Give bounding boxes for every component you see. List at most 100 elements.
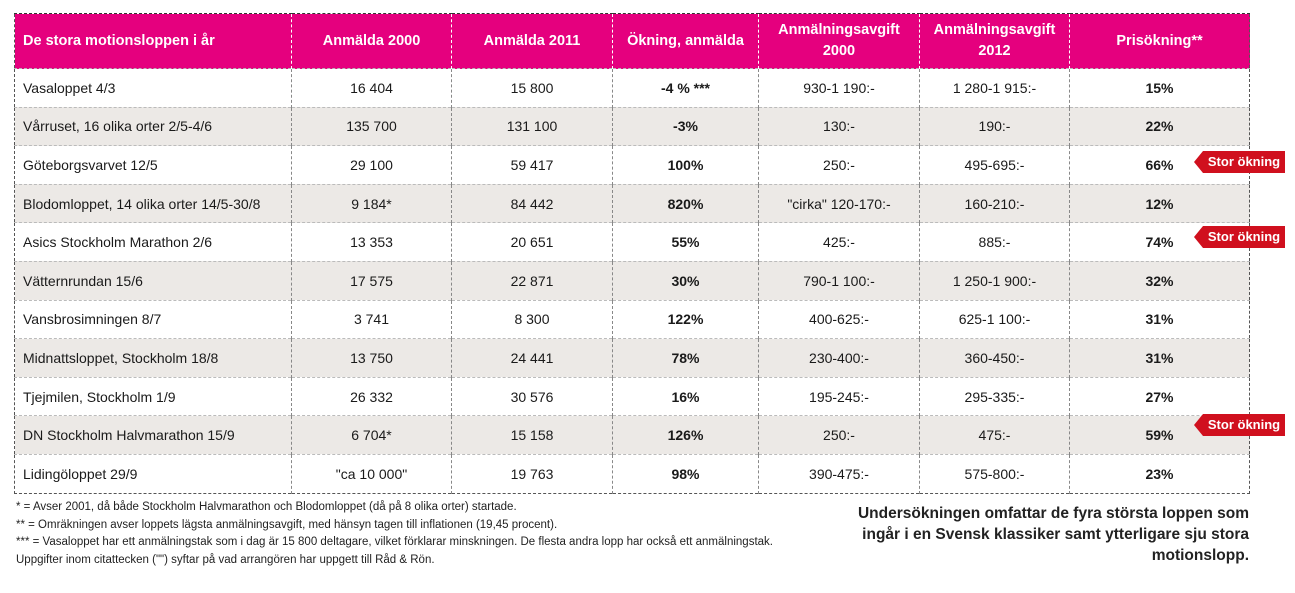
cell-registered-2000: 9 184* [291,183,452,223]
cell-fee-2000: 230-400:- [758,338,920,378]
cell-registered-2000: 13 750 [291,338,452,378]
cell-registered-2011: 30 576 [451,376,613,416]
big-increase-tag: Stor ökning [1194,151,1285,173]
cell-fee-2000: 250:- [758,415,920,455]
cell-fee-2012: 360-450:- [919,338,1070,378]
table-row: DN Stockholm Halvmarathon 15/9 6 704* 15 1… [14,415,1250,455]
cell-fee-2000: 130:- [758,106,920,146]
cell-registered-2011: 59 417 [451,145,613,185]
table-row: Tjejmilen, Stockholm 1/9 26 332 30 576 16% 1… [14,376,1250,416]
cell-fee-2000: 425:- [758,222,920,262]
cell-registered-2000: 13 353 [291,222,452,262]
cell-race: Göteborgsvarvet 12/5 [14,145,292,185]
cell-fee-2012: 190:- [919,106,1070,146]
cell-race: Tjejmilen, Stockholm 1/9 [14,376,292,416]
cell-registered-2011: 20 651 [451,222,613,262]
cell-price-increase: 15% [1069,68,1250,108]
table-row: Blodomloppet, 14 olika orter 14/5-30/8 9 … [14,183,1250,223]
cell-price-increase: 22% [1069,106,1250,146]
cell-fee-2012: 475:- [919,415,1070,455]
cell-registered-2011: 19 763 [451,453,613,494]
cell-increase: 122% [612,299,759,339]
cell-fee-2000: 390-475:- [758,453,920,494]
cell-increase: 30% [612,260,759,301]
table-row: Lidingöloppet 29/9 "ca 10 000" 19 763 98% 39… [14,453,1250,494]
header-registered-2000: Anmälda 2000 [291,13,452,69]
cell-increase: 820% [612,183,759,223]
cell-race: DN Stockholm Halvmarathon 15/9 [14,415,292,455]
cell-fee-2012: 295-335:- [919,376,1070,416]
cell-increase: 98% [612,453,759,494]
footnote-4: Uppgifter inom citattecken ("") syftar p… [16,553,435,566]
cell-price-increase: 12% [1069,183,1250,223]
table-row: Vasaloppet 4/3 16 404 15 800 -4 % *** 930-1 … [14,68,1250,108]
cell-race: Vätternrundan 15/6 [14,260,292,301]
cell-registered-2011: 15 800 [451,68,613,108]
cell-fee-2000: 790-1 100:- [758,260,920,301]
cell-race: Asics Stockholm Marathon 2/6 [14,222,292,262]
cell-race: Vårruset, 16 olika orter 2/5-4/6 [14,106,292,146]
cell-fee-2012: 495-695:- [919,145,1070,185]
cell-race: Blodomloppet, 14 olika orter 14/5-30/8 [14,183,292,223]
table-row: Vansbrosimningen 8/7 3 741 8 300 122% 400-62… [14,299,1250,339]
table-row: Vårruset, 16 olika orter 2/5-4/6 135 700 1… [14,106,1250,146]
cell-race: Vansbrosimningen 8/7 [14,299,292,339]
cell-race: Midnattsloppet, Stockholm 18/8 [14,338,292,378]
cell-fee-2012: 625-1 100:- [919,299,1070,339]
big-increase-tag: Stor ökning [1194,226,1285,249]
cell-increase: 126% [612,415,759,455]
cell-fee-2000: 930-1 190:- [758,68,920,108]
cell-price-increase: 32% [1069,260,1250,301]
cell-fee-2000: 250:- [758,145,920,185]
cell-race: Lidingöloppet 29/9 [14,453,292,494]
summary-text: Undersökningen omfattar de fyra största … [857,505,1249,564]
header-price-increase: Prisökning** [1069,13,1250,69]
header-fee-2000: Anmälningsavgift 2000 [758,13,920,69]
header-race: De stora motionsloppen i år [14,13,292,69]
footnotes: * = Avser 2001, då både Stockholm Halvma… [16,499,773,569]
footnote-1: * = Avser 2001, då både Stockholm Halvma… [16,501,517,513]
footnote-3: *** = Vasaloppet har ett anmälningstak s… [16,536,773,548]
big-increase-tag: Stor ökning [1194,414,1285,437]
cell-price-increase: 23% [1069,453,1250,494]
cell-increase: -4 % *** [612,68,759,108]
cell-increase: -3% [612,106,759,146]
cell-fee-2000: 195-245:- [758,376,920,416]
header-registered-2011: Anmälda 2011 [451,13,613,69]
cell-fee-2000: 400-625:- [758,299,920,339]
cell-race: Vasaloppet 4/3 [14,68,292,108]
cell-fee-2012: 575-800:- [919,453,1070,494]
cell-registered-2000: 17 575 [291,260,452,301]
footnote-2: ** = Omräkningen avser loppets lägsta an… [16,518,558,531]
cell-registered-2011: 8 300 [451,299,613,339]
cell-fee-2012: 1 250-1 900:- [919,260,1070,301]
cell-registered-2000: 135 700 [291,106,452,146]
cell-fee-2012: 160-210:- [919,183,1070,223]
table-header-row: De stora motionsloppen i år Anmälda 2000 A… [14,13,1250,69]
cell-registered-2011: 84 442 [451,183,613,223]
cell-registered-2011: 22 871 [451,260,613,301]
cell-price-increase: 31% [1069,299,1250,339]
cell-fee-2000: "cirka" 120-170:- [758,183,920,223]
cell-registered-2000: 26 332 [291,376,452,416]
table-row: Asics Stockholm Marathon 2/6 13 353 20 651… [14,222,1250,262]
table-row: Vätternrundan 15/6 17 575 22 871 30% 790-1 1… [14,260,1250,301]
cell-fee-2012: 885:- [919,222,1070,262]
cell-increase: 100% [612,145,759,185]
cell-price-increase: 31% [1069,338,1250,378]
cell-increase: 16% [612,376,759,416]
cell-increase: 55% [612,222,759,262]
table-body: Vasaloppet 4/3 16 404 15 800 -4 % *** 930-1 … [14,68,1250,494]
cell-registered-2000: 29 100 [291,145,452,185]
cell-registered-2011: 131 100 [451,106,613,146]
cell-registered-2000: "ca 10 000" [291,453,452,494]
header-increase: Ökning, anmälda [612,13,759,69]
table-row: Midnattsloppet, Stockholm 18/8 13 750 24 4… [14,338,1250,378]
cell-registered-2000: 3 741 [291,299,452,339]
cell-registered-2011: 24 441 [451,338,613,378]
header-fee-2012: Anmälningsavgift 2012 [919,13,1070,69]
cell-fee-2012: 1 280-1 915:- [919,68,1070,108]
cell-registered-2011: 15 158 [451,415,613,455]
races-table-container: De stora motionsloppen i år Anmälda 2000 A… [14,13,1250,494]
cell-registered-2000: 6 704* [291,415,452,455]
